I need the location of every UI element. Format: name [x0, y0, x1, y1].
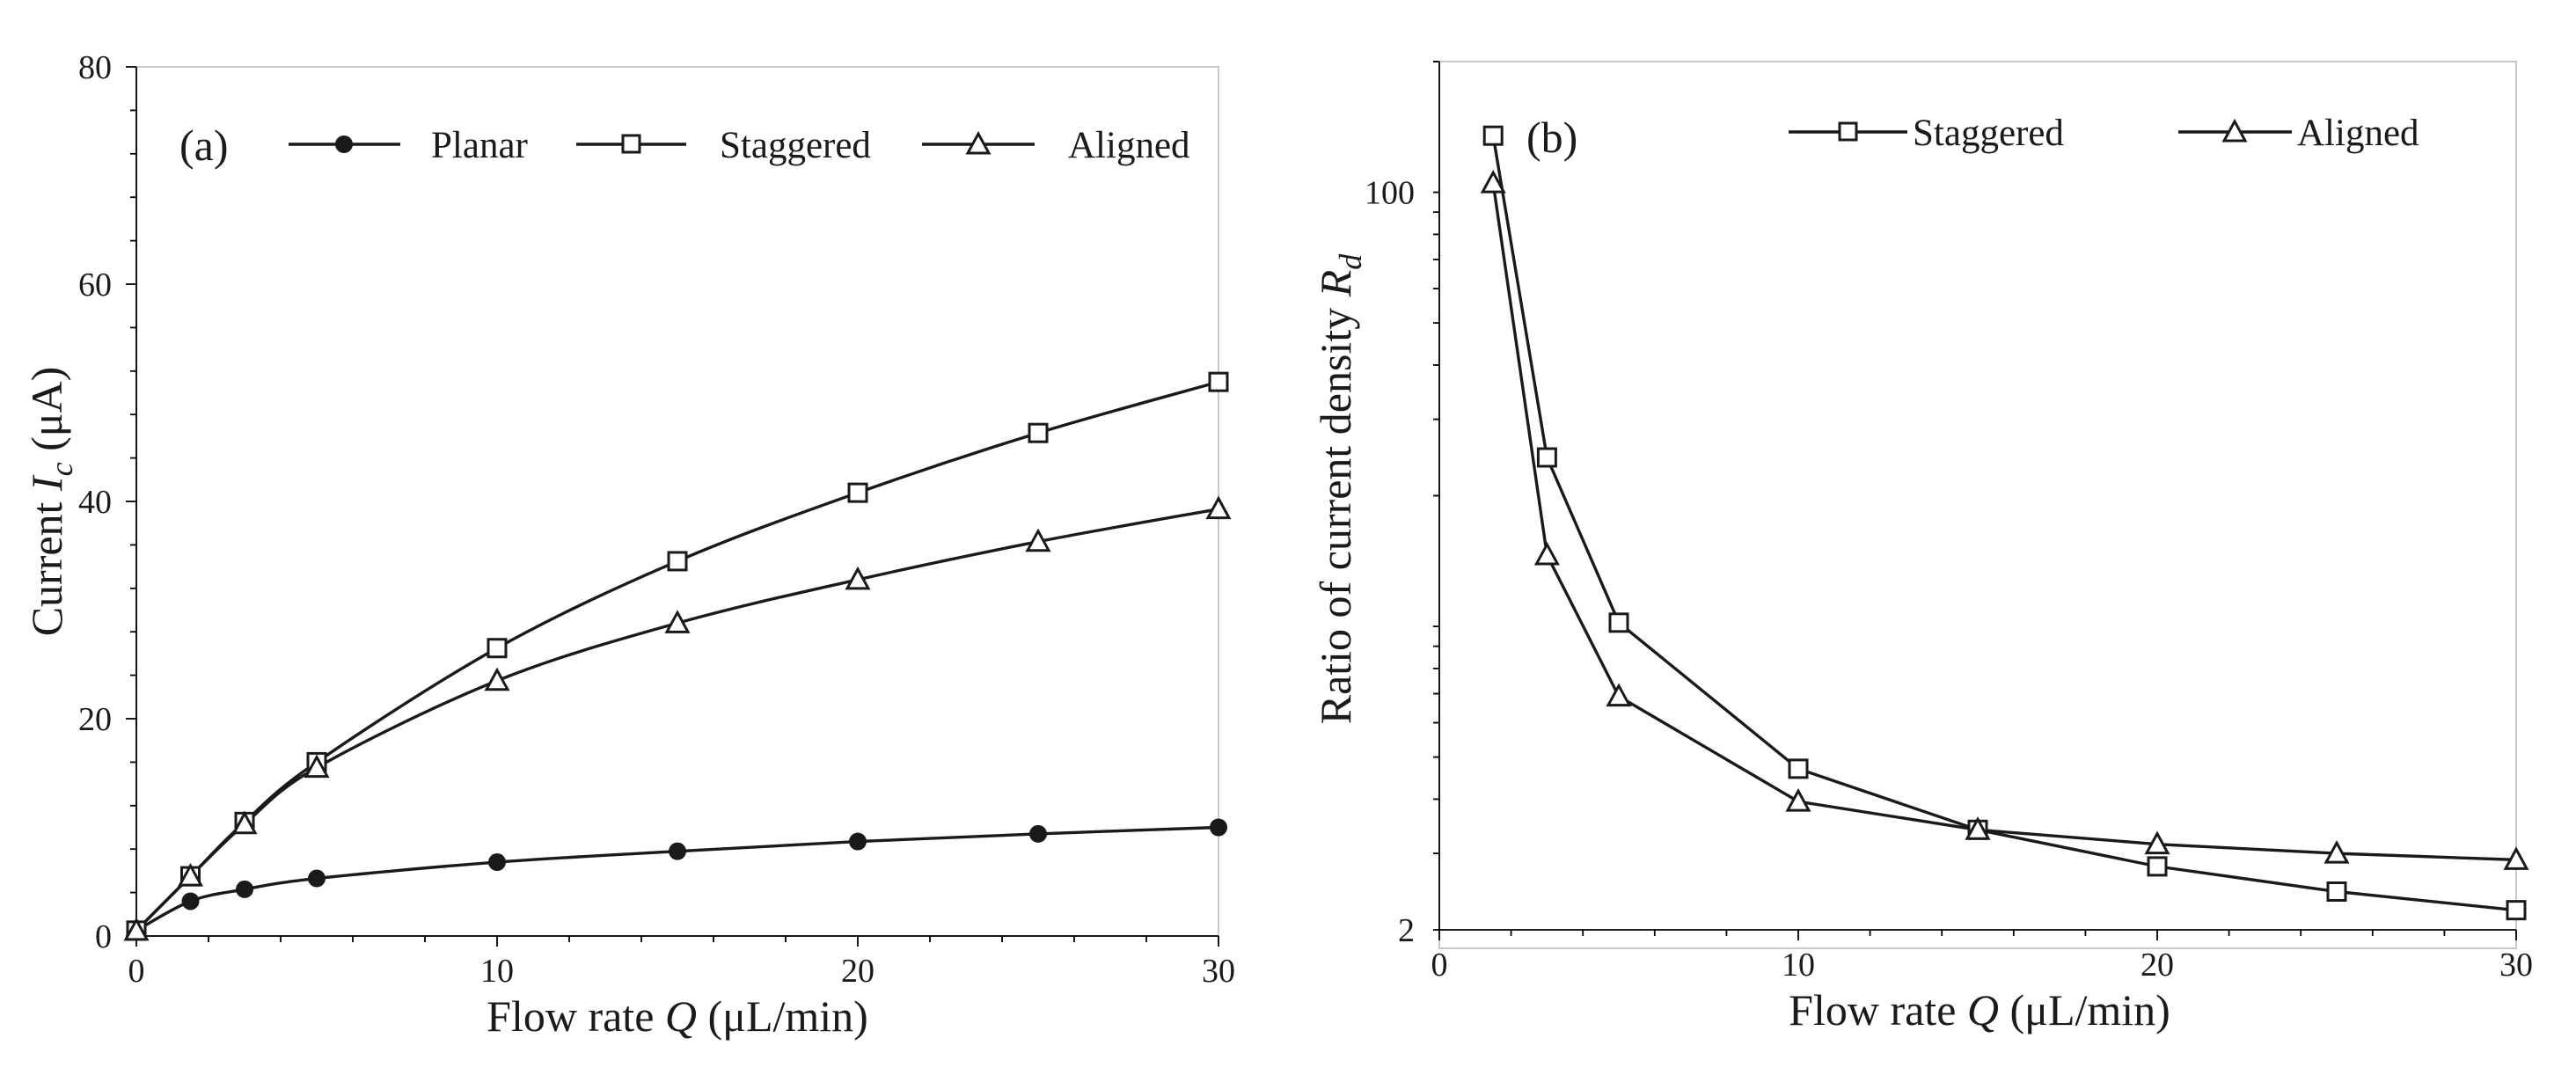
panel-b-series-line-aligned	[1491, 182, 2517, 862]
panel-a-y-tick-label: 40	[78, 484, 112, 521]
panel-a-x-tick-label: 10	[480, 953, 514, 990]
legend-marker-staggered	[621, 134, 641, 154]
panel-a-data-point-aligned	[231, 810, 258, 835]
b-x-title-prefix: Flow rate	[1789, 985, 1967, 1035]
panel-b-y-tick-label: 2	[1398, 912, 1415, 949]
panel-b-legend: Staggered Aligned	[1789, 113, 2419, 154]
panel-a-data-point-planar	[1029, 824, 1047, 843]
b-x-title-unit: (μL/min)	[1999, 985, 2170, 1035]
panel-b-data-point-aligned	[2503, 846, 2529, 870]
legend-label-staggered: Staggered	[720, 125, 871, 166]
panel-a-chart: 0 10 20 30 0 20 40 60 80 (a) Planar Staggered Al…	[22, 49, 1235, 1041]
panel-a-data-point-planar	[669, 842, 686, 860]
panel-b-x-tick-label: 30	[2499, 947, 2533, 984]
panel-a-series-line-aligned	[135, 507, 1219, 932]
panel-b-x-tick-label: 0	[1431, 947, 1448, 984]
panel-b-x-axis-title: Flow rate Q (μL/min)	[1789, 985, 2170, 1035]
legend-b-label-staggered: Staggered	[1913, 113, 2064, 154]
x-title-unit: (μL/min)	[697, 991, 868, 1041]
panel-a-data-point-planar	[181, 892, 200, 910]
panel-a-data-point-planar	[1210, 818, 1227, 837]
panel-b-data-point-staggered	[1788, 758, 1809, 779]
panel-a-x-tick-label: 0	[128, 953, 145, 990]
panel-a-data-point-aligned	[304, 754, 330, 779]
panel-b-y-axis-title: Ratio of current density Rd	[1311, 253, 1368, 725]
b-y-title-prefix: Ratio of current density	[1311, 296, 1360, 724]
panel-a-x-tick-label: 30	[1202, 953, 1235, 990]
panel-a-data-point-staggered	[487, 638, 508, 659]
panel-a-data-point-aligned	[177, 862, 204, 887]
panel-a-y-tick-label: 0	[95, 918, 112, 955]
y-title-prefix: Current	[22, 491, 71, 636]
panel-a-data-point-planar	[236, 880, 253, 898]
b-x-title-symbol: Q	[1967, 985, 1999, 1035]
panel-b-data-point-staggered	[2506, 900, 2527, 921]
b-y-title-subscript: d	[1333, 253, 1368, 270]
panel-b-data-point-aligned	[1480, 169, 1506, 194]
legend-b-label-aligned: Aligned	[2297, 113, 2419, 154]
legend-marker-aligned	[965, 130, 992, 155]
panel-b-x-tick-label: 10	[1782, 947, 1815, 984]
panel-a-data-point-aligned	[123, 917, 150, 941]
panel-b-chart: 0 10 20 30 2 100 (b) Staggered Aligned Flow r…	[1311, 61, 2533, 1035]
panel-b-data-point-aligned	[2324, 839, 2350, 864]
panel-a-x-axis-title: Flow rate Q (μL/min)	[487, 991, 868, 1041]
panel-a-data-point-aligned	[845, 566, 871, 590]
panel-a-y-tick-label: 60	[78, 267, 112, 303]
panel-a-y-tick-label: 80	[78, 49, 112, 86]
panel-a-y-tick-label: 20	[78, 701, 112, 738]
panel-b-data-point-aligned	[1533, 541, 1560, 566]
panel-a-data-point-planar	[849, 832, 867, 851]
panel-a-data-point-staggered	[1208, 371, 1229, 392]
panel-a-x-tick-label: 20	[841, 953, 875, 990]
legend-label-planar: Planar	[431, 125, 528, 166]
panel-a-data-point-aligned	[1205, 495, 1232, 520]
y-title-symbol: I	[22, 474, 71, 492]
panel-b-label: (b)	[1526, 113, 1577, 162]
b-y-title-symbol: R	[1311, 270, 1360, 298]
legend-b-marker-staggered	[1838, 121, 1858, 142]
panel-a-data-point-staggered	[667, 551, 688, 572]
panel-a-data-point-planar	[488, 853, 506, 872]
panel-b-data-point-staggered	[2326, 881, 2347, 903]
panel-a-y-axis-title: Current Ic (μA)	[22, 367, 79, 637]
panel-a-data-point-planar	[308, 869, 326, 888]
panel-b-data-point-staggered	[1482, 125, 1504, 146]
panel-a-data-point-aligned	[664, 610, 691, 633]
panel-b-data-point-staggered	[1536, 447, 1557, 468]
panel-a-data-point-aligned	[484, 667, 510, 691]
panel-a-label: (a)	[179, 121, 229, 170]
panel-b-series-line-staggered	[1491, 135, 2517, 912]
x-title-symbol: Q	[665, 991, 697, 1041]
legend-marker-planar	[335, 135, 353, 153]
panel-b-data-point-staggered	[2147, 856, 2168, 877]
legend-label-aligned: Aligned	[1068, 125, 1190, 166]
panel-b-data-point-aligned	[1606, 683, 1632, 707]
x-title-prefix: Flow rate	[487, 991, 665, 1041]
panel-a-data-point-staggered	[847, 482, 868, 503]
legend-b-marker-aligned	[2221, 118, 2248, 143]
panel-a-legend: Planar Staggered Aligned	[289, 125, 1190, 166]
y-title-unit: (μA)	[22, 367, 71, 463]
panel-b-data-point-aligned	[2144, 830, 2170, 855]
panel-b-y-tick-label: 100	[1365, 175, 1415, 212]
panel-b-x-tick-label: 20	[2141, 947, 2174, 984]
panel-b-data-point-staggered	[1608, 612, 1629, 633]
panel-a-data-point-staggered	[1028, 422, 1049, 443]
panel-a-data-point-aligned	[1025, 528, 1051, 552]
y-title-subscript: c	[44, 462, 79, 476]
panel-b-data-point-aligned	[1785, 788, 1811, 812]
panel-b-data-point-aligned	[1965, 816, 1991, 840]
